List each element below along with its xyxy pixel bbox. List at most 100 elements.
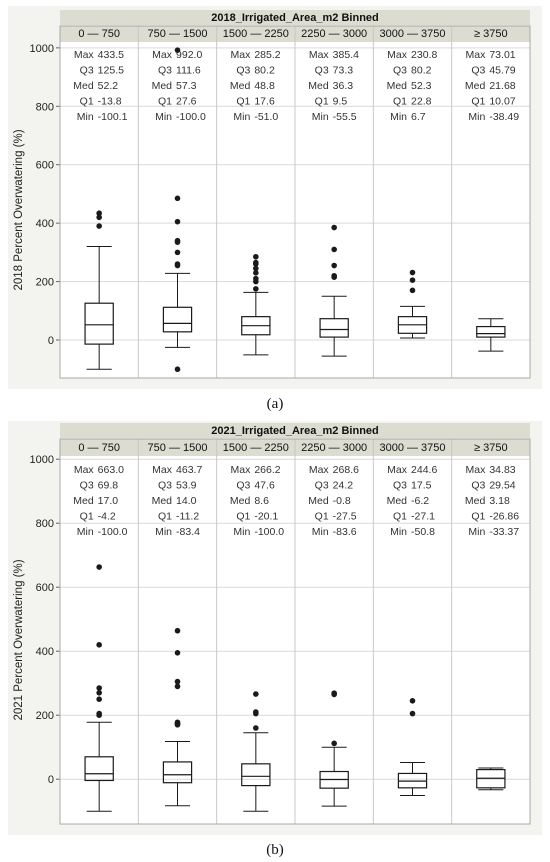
stat-value-med: -6.2	[411, 495, 429, 507]
stat-value-min: -100.0	[98, 526, 128, 538]
plot-frame	[59, 25, 531, 379]
stat-value-max: 285.2	[254, 49, 280, 61]
stat-label-med: Med	[73, 495, 94, 507]
category-label: 2250 — 3000	[301, 28, 367, 40]
stat-label-q1: Q1	[236, 96, 250, 108]
outlier-point	[96, 685, 102, 691]
y-tick-label-400: 400	[36, 218, 54, 230]
boxplot-2018: 2018_Irrigated_Area_m2 Binned 0 200 400 600 8…	[13, 10, 531, 379]
stat-value-max: 385.4	[333, 49, 359, 61]
stat-label-min: Min	[468, 111, 485, 123]
stat-value-min: -100.0	[176, 111, 206, 123]
box-plot-1	[162, 627, 193, 807]
box-plot-0	[84, 210, 114, 370]
outlier-point	[174, 683, 181, 690]
outlier-point	[409, 269, 416, 276]
outlier-point	[96, 710, 102, 717]
outlier-point	[409, 287, 416, 294]
stat-value-med: 36.3	[333, 80, 354, 92]
title-bar	[60, 423, 530, 438]
stat-value-med: 3.18	[489, 495, 510, 507]
outlier-point	[96, 690, 102, 696]
category-label: 0 — 750	[78, 442, 120, 454]
stat-label-q3: Q3	[80, 480, 94, 492]
stat-value-min: -55.5	[333, 111, 357, 123]
stat-value-max: 268.6	[333, 464, 359, 476]
y-axis-label: 2018 Percent Overwatering (%)	[13, 129, 25, 290]
stat-value-min: -100.0	[254, 526, 284, 538]
y-tick-label-800: 800	[36, 518, 54, 530]
y-tick-label-0: 0	[48, 335, 54, 347]
y-tick-label-0: 0	[48, 774, 54, 786]
outlier-point	[174, 237, 181, 244]
stat-label-med: Med	[387, 80, 408, 92]
outlier-point	[331, 224, 337, 231]
outlier-point	[174, 366, 181, 373]
chart-panel-2021: 2021_Irrigated_Area_m2 Binned 0 200 400 600 8…	[8, 421, 542, 835]
stat-label-max: Max	[387, 49, 408, 61]
stat-label-min: Min	[233, 526, 250, 538]
iqr-box	[84, 302, 114, 345]
stat-value-q3: 111.6	[176, 65, 201, 77]
stat-value-q1: -20.1	[254, 511, 278, 523]
stat-label-q1: Q1	[158, 511, 172, 523]
stat-label-min: Min	[233, 111, 250, 123]
category-label: 750 — 1500	[148, 28, 208, 40]
outlier-point	[174, 195, 181, 202]
stat-value-max: 73.01	[489, 49, 515, 61]
outlier-point	[409, 698, 416, 704]
outlier-point	[331, 262, 337, 269]
stat-label-q1: Q1	[236, 511, 250, 523]
stat-value-max: 266.2	[254, 464, 280, 476]
stat-value-q3: 80.2	[411, 65, 432, 77]
stat-label-min: Min	[155, 526, 172, 538]
outlier-point	[253, 259, 259, 266]
outlier-point	[96, 564, 102, 570]
category-label: 750 — 1500	[148, 442, 208, 454]
stat-value-med: 8.6	[254, 495, 269, 507]
stat-label-min: Min	[155, 111, 172, 123]
stat-label-med: Med	[308, 495, 329, 507]
outlier-point	[96, 696, 102, 702]
stat-value-q1: 17.6	[254, 96, 275, 108]
outlier-point	[174, 261, 181, 267]
stat-value-med: 57.3	[176, 80, 197, 92]
outlier-point	[253, 725, 259, 731]
stat-value-q1: 10.07	[489, 96, 515, 108]
chart-title: 2021_Irrigated_Area_m2 Binned	[211, 425, 379, 437]
stat-label-max: Max	[309, 49, 330, 61]
stat-value-med: 21.68	[489, 80, 515, 92]
stat-value-max: 992.0	[176, 49, 202, 61]
category-label: 1500 — 2250	[223, 442, 289, 454]
caption-b: (b)	[266, 842, 284, 858]
iqr-box	[162, 306, 193, 333]
stat-label-q3: Q3	[158, 480, 172, 492]
outlier-point	[174, 650, 181, 656]
stat-value-q1: -27.1	[411, 511, 435, 523]
box-plot-2	[241, 691, 271, 812]
stat-value-med: 52.3	[411, 80, 432, 92]
outlier-point	[253, 253, 259, 260]
stat-value-q3: 45.79	[489, 65, 515, 77]
stat-label-max: Max	[231, 49, 252, 61]
stat-value-med: 48.8	[254, 80, 275, 92]
outlier-point	[253, 265, 259, 272]
stat-label-min: Min	[77, 526, 94, 538]
y-tick-label-1000: 1000	[30, 43, 54, 55]
stat-value-med: 52.2	[98, 80, 119, 92]
stat-value-min: 6.7	[411, 111, 426, 123]
stat-label-q3: Q3	[315, 65, 329, 77]
outlier-point	[331, 740, 337, 747]
stat-value-q3: 53.9	[176, 480, 197, 492]
box-plot-1	[162, 47, 193, 373]
box-plot-0	[84, 564, 114, 812]
y-tick-label-400: 400	[36, 646, 54, 658]
box-plot-5	[476, 318, 506, 352]
outlier-point	[253, 275, 259, 282]
stat-value-q1: -27.5	[333, 511, 357, 523]
stat-label-med: Med	[152, 80, 173, 92]
stat-value-q1: -26.86	[489, 511, 519, 523]
plot-frame	[59, 438, 531, 825]
y-tick-label-600: 600	[36, 160, 54, 172]
stat-label-q1: Q1	[393, 96, 407, 108]
